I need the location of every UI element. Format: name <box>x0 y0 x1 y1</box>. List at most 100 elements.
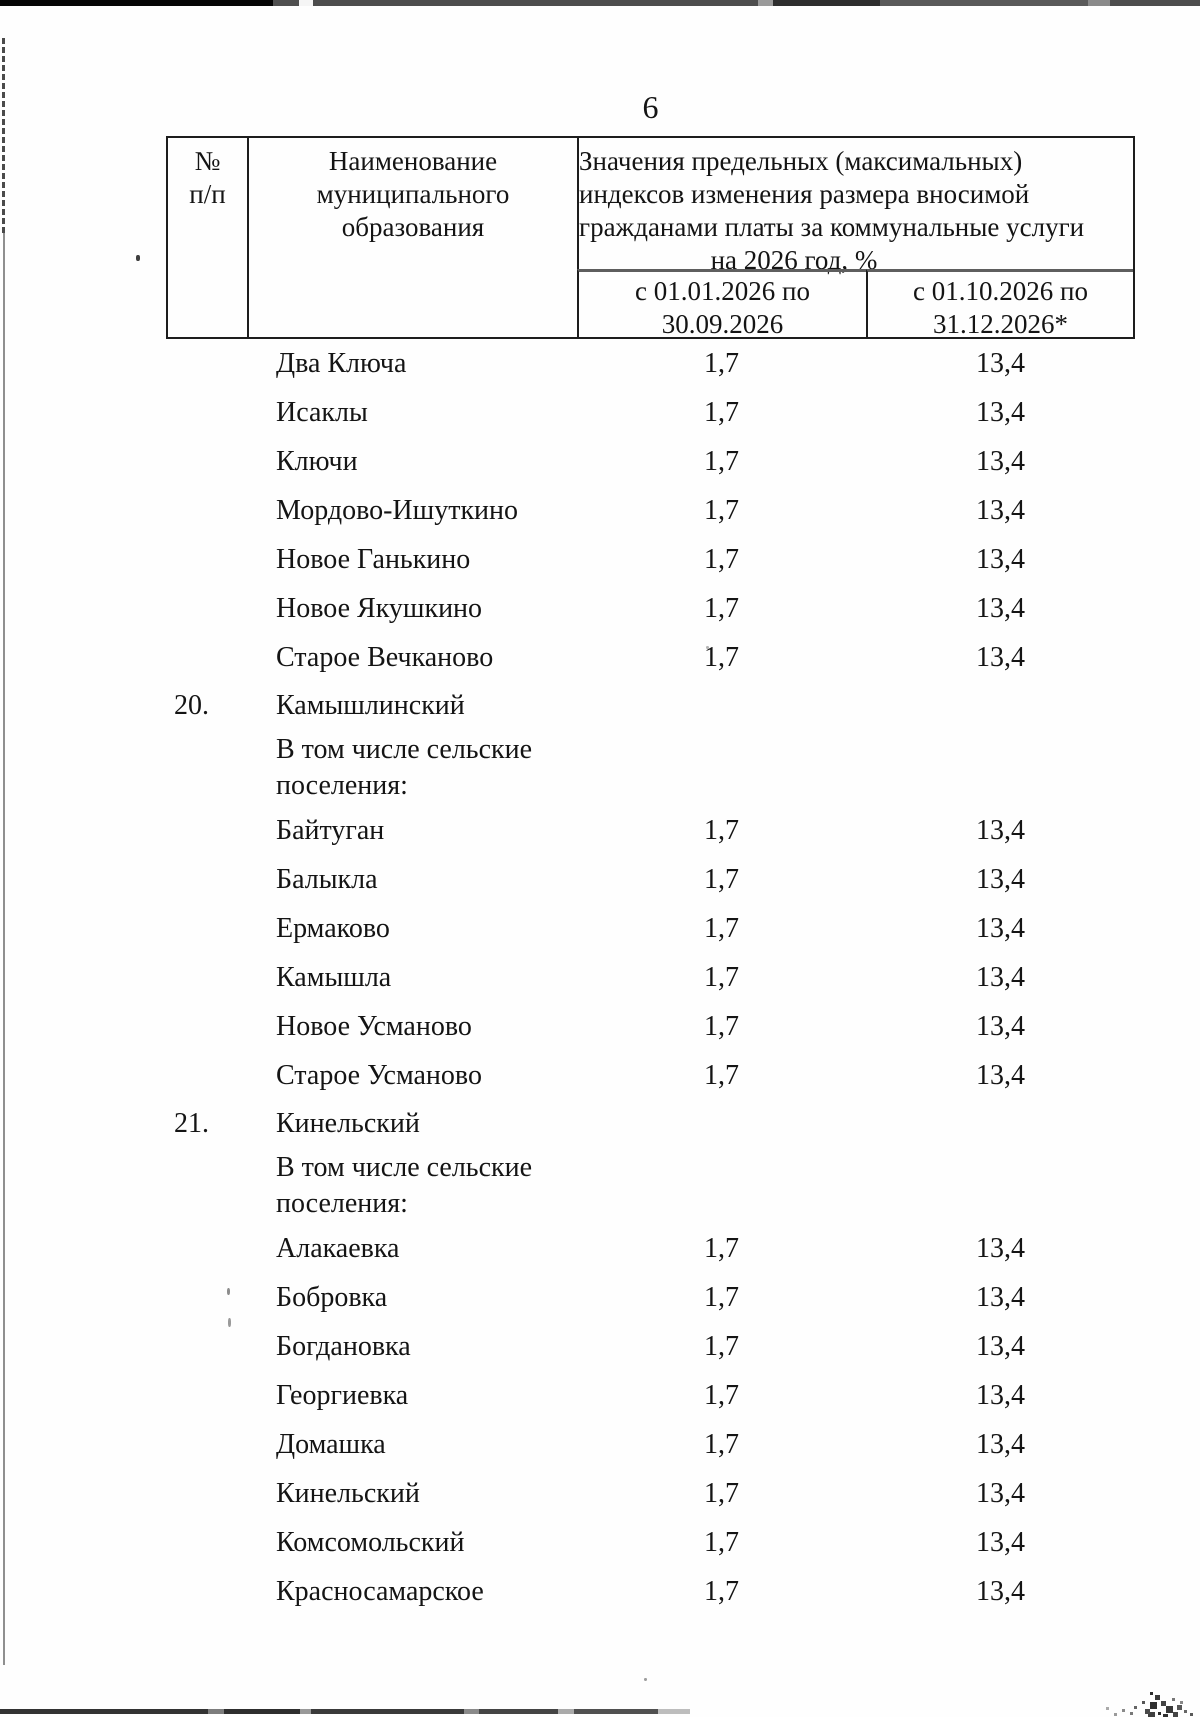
table-row: Ключи 1,7 13,4 <box>166 437 1135 486</box>
index-value-oct-dec: 13,4 <box>976 347 1025 379</box>
municipality-name: Богдановка <box>276 1330 411 1362</box>
municipality-name: Кинельский <box>276 1108 420 1139</box>
index-value-jan-sep: 1,7 <box>704 1232 739 1264</box>
municipality-name: Камышлинский <box>276 690 465 721</box>
scan-speck <box>228 1318 231 1327</box>
municipality-name: Ключи <box>276 445 358 477</box>
table-row: Богдановка 1,7 13,4 <box>166 1322 1135 1371</box>
municipality-name: Мордово-Ишуткино <box>276 494 519 526</box>
index-value-jan-sep: 1,7 <box>704 1379 739 1411</box>
index-value-jan-sep: 1,7 <box>704 592 739 624</box>
scan-speck <box>706 646 709 649</box>
municipality-name: Два Ключа <box>276 347 407 379</box>
header-cell-municipality: Наименование муниципального образования <box>247 138 577 339</box>
index-value-jan-sep: 1,7 <box>704 814 739 846</box>
scan-speck <box>227 1288 230 1295</box>
municipality-name: Кинельский <box>276 1477 420 1509</box>
page-number: 6 <box>642 89 659 125</box>
municipality-name: Исаклы <box>276 396 368 428</box>
index-value-jan-sep: 1,7 <box>704 1281 739 1313</box>
index-value-oct-dec: 13,4 <box>976 641 1025 673</box>
table-row: В том числе сельские поселения: <box>166 730 1135 806</box>
index-value-oct-dec: 13,4 <box>976 445 1025 477</box>
municipality-name: В том числе сельские поселения: <box>276 1152 533 1219</box>
index-value-jan-sep: 1,7 <box>704 1330 739 1362</box>
table-row: Исаклы 1,7 13,4 <box>166 388 1135 437</box>
header-cell-index-values: Значения предельных (максимальных) индек… <box>577 138 1133 275</box>
index-value-oct-dec: 13,4 <box>976 592 1025 624</box>
index-value-jan-sep: 1,7 <box>704 494 739 526</box>
index-value-oct-dec: 13,4 <box>976 1330 1025 1362</box>
index-value-jan-sep: 1,7 <box>704 1575 739 1607</box>
index-value-oct-dec: 13,4 <box>976 1477 1025 1509</box>
index-value-oct-dec: 13,4 <box>976 494 1025 526</box>
table-row: Старое Усманово 1,7 13,4 <box>166 1051 1135 1100</box>
header-cell-period-jan-sep: с 01.01.2026 по 30.09.2026 <box>577 269 866 339</box>
table-row: Домашка 1,7 13,4 <box>166 1420 1135 1469</box>
table-row: 20. Камышлинский <box>166 682 1135 730</box>
index-value-jan-sep: 1,7 <box>704 1477 739 1509</box>
row-number: 20. <box>174 690 209 721</box>
index-value-oct-dec: 13,4 <box>976 1232 1025 1264</box>
table-row: Георгиевка 1,7 13,4 <box>166 1371 1135 1420</box>
index-value-jan-sep: 1,7 <box>704 641 739 673</box>
municipality-name: Бобровка <box>276 1281 388 1313</box>
scan-artifact-bottom-edge <box>0 1709 690 1714</box>
index-value-oct-dec: 13,4 <box>976 912 1025 944</box>
index-value-jan-sep: 1,7 <box>704 445 739 477</box>
index-value-oct-dec: 13,4 <box>976 814 1025 846</box>
table-row: Кинельский 1,7 13,4 <box>166 1469 1135 1518</box>
table-row: Два Ключа 1,7 13,4 <box>166 339 1135 388</box>
table-row: 21. Кинельский <box>166 1100 1135 1148</box>
table-row: Новое Якушкино 1,7 13,4 <box>166 584 1135 633</box>
table-row: Бобровка 1,7 13,4 <box>166 1273 1135 1322</box>
municipality-name: Комсомольский <box>276 1526 465 1558</box>
scan-artifact-noise-corner <box>1150 1692 1153 1695</box>
index-value-jan-sep: 1,7 <box>704 347 739 379</box>
index-value-oct-dec: 13,4 <box>976 1010 1025 1042</box>
municipality-name: Камышла <box>276 961 392 993</box>
municipality-name: Красносамарское <box>276 1575 484 1607</box>
municipality-name: Байтуган <box>276 814 385 846</box>
header-cell-period-oct-dec: с 01.10.2026 по 31.12.2026* <box>866 269 1133 339</box>
index-value-oct-dec: 13,4 <box>976 1526 1025 1558</box>
scan-speck <box>644 1678 647 1681</box>
table-row: Новое Ганькино 1,7 13,4 <box>166 535 1135 584</box>
table-row: Алакаевка 1,7 13,4 <box>166 1224 1135 1273</box>
municipality-name: Балыкла <box>276 863 378 895</box>
index-value-oct-dec: 13,4 <box>976 1281 1025 1313</box>
header-cell-row-number: № п/п <box>189 146 226 209</box>
table-row: Байтуган 1,7 13,4 <box>166 806 1135 855</box>
table-row: Мордово-Ишуткино 1,7 13,4 <box>166 486 1135 535</box>
index-value-jan-sep: 1,7 <box>704 863 739 895</box>
municipality-name: Ермаково <box>276 912 390 944</box>
table-row: Старое Вечканово 1,7 13,4 <box>166 633 1135 682</box>
index-value-jan-sep: 1,7 <box>704 1428 739 1460</box>
municipality-name: Домашка <box>276 1428 386 1460</box>
index-value-jan-sep: 1,7 <box>704 1010 739 1042</box>
index-value-oct-dec: 13,4 <box>976 543 1025 575</box>
index-value-oct-dec: 13,4 <box>976 863 1025 895</box>
index-value-jan-sep: 1,7 <box>704 961 739 993</box>
scan-artifact-left-line-dashed <box>2 38 5 233</box>
municipality-name: Старое Вечканово <box>276 641 494 673</box>
municipality-name: Новое Якушкино <box>276 592 483 624</box>
table-row: Красносамарское 1,7 13,4 <box>166 1567 1135 1616</box>
table-row: Камышла 1,7 13,4 <box>166 953 1135 1002</box>
index-value-oct-dec: 13,4 <box>976 1059 1025 1091</box>
index-value-oct-dec: 13,4 <box>976 1575 1025 1607</box>
scan-artifact-top-edge <box>0 0 1200 6</box>
table-row: Комсомольский 1,7 13,4 <box>166 1518 1135 1567</box>
index-value-oct-dec: 13,4 <box>976 1379 1025 1411</box>
scan-speck <box>136 255 140 261</box>
municipality-name: Старое Усманово <box>276 1059 482 1091</box>
index-value-oct-dec: 13,4 <box>976 961 1025 993</box>
table-row: Ермаково 1,7 13,4 <box>166 904 1135 953</box>
index-value-jan-sep: 1,7 <box>704 912 739 944</box>
table-row: В том числе сельские поселения: <box>166 1148 1135 1224</box>
row-number: 21. <box>174 1108 209 1139</box>
index-value-oct-dec: 13,4 <box>976 396 1025 428</box>
municipality-name: В том числе сельские поселения: <box>276 734 533 801</box>
index-value-jan-sep: 1,7 <box>704 1526 739 1558</box>
